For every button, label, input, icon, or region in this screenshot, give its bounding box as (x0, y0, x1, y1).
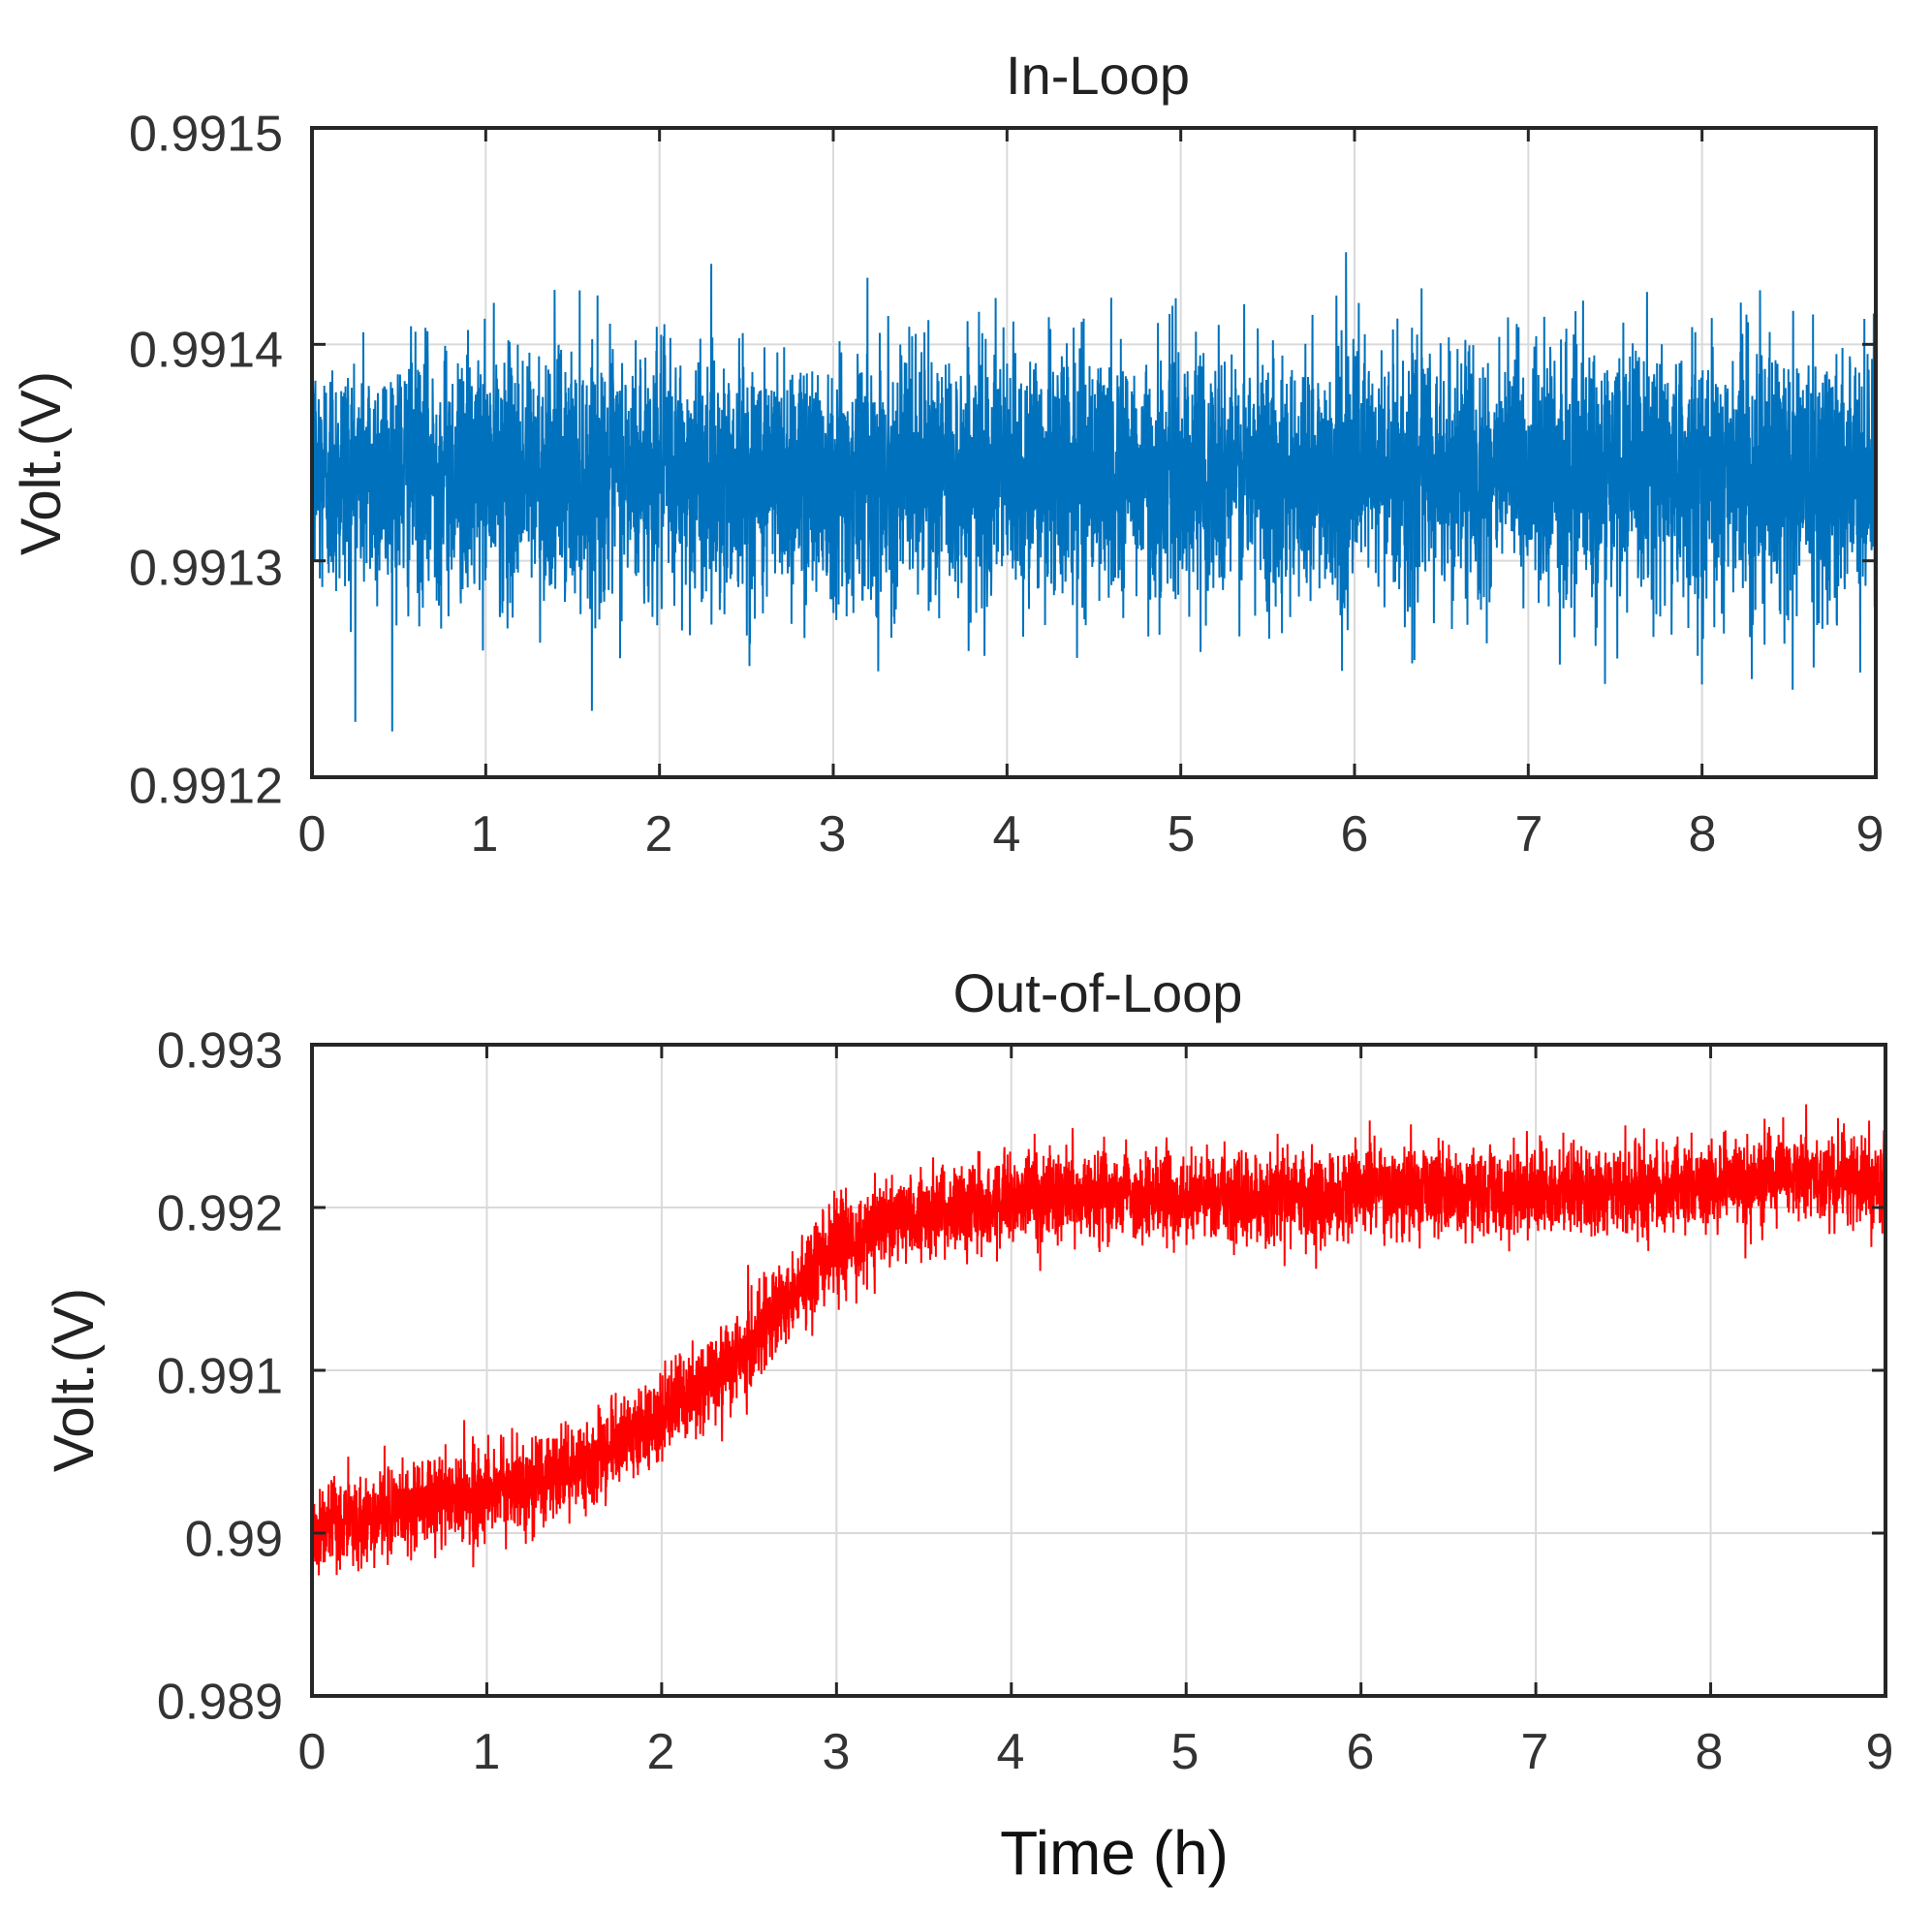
y-tick-label: 0.993 (157, 1023, 283, 1080)
x-tick-label: 4 (997, 1724, 1025, 1780)
x-tick-label: 6 (1347, 1724, 1375, 1780)
plot-frame (310, 1043, 1887, 1698)
x-tick-label: 7 (1521, 1724, 1549, 1780)
x-tick-label: 0 (298, 1724, 327, 1780)
x-tick-label: 8 (1696, 1724, 1724, 1780)
y-tick-label: 0.9913 (129, 541, 283, 597)
x-tick-label: 2 (645, 806, 673, 862)
x-tick-label: 3 (819, 806, 847, 862)
chart-in-loop: In-Loop 0.9912 0.9913 0.9914 0.9915 0 1 … (10, 45, 1884, 862)
y-tick-label: 0.9914 (129, 323, 283, 379)
x-tick-label: 8 (1689, 806, 1717, 862)
x-axis-label: Time (h) (1000, 1818, 1229, 1888)
x-tick-label: 5 (1171, 1724, 1200, 1780)
x-tick-label: 7 (1515, 806, 1543, 862)
x-tick-label: 9 (1856, 806, 1885, 862)
x-tick-label: 6 (1341, 806, 1369, 862)
series-in-loop (311, 252, 1877, 732)
x-tick-label: 3 (823, 1724, 851, 1780)
y-tick-label: 0.989 (157, 1675, 283, 1731)
x-tick-label: 1 (473, 1724, 501, 1780)
x-tick-label: 0 (298, 806, 327, 862)
x-tick-labels: 0 1 2 3 4 5 6 7 8 9 (298, 806, 1885, 862)
plot-frame (310, 126, 1878, 779)
chart-title: Out-of-Loop (953, 962, 1243, 1023)
chart-title: In-Loop (1006, 45, 1190, 106)
x-tick-labels: 0 1 2 3 4 5 6 7 8 9 (298, 1724, 1894, 1780)
y-axis-label: Volt.(V) (10, 371, 73, 555)
chart-out-of-loop: Out-of-Loop 0.989 0.99 0.991 0.992 0.993… (43, 962, 1893, 1888)
y-tick-label: 0.992 (157, 1186, 283, 1242)
x-tick-label: 2 (647, 1724, 675, 1780)
x-tick-label: 1 (471, 806, 499, 862)
grid-lines (311, 1044, 1886, 1697)
x-tick-label: 4 (993, 806, 1021, 862)
y-tick-label: 0.99 (185, 1512, 283, 1568)
y-tick-label: 0.991 (157, 1349, 283, 1405)
y-tick-label: 0.9915 (129, 107, 283, 163)
y-tick-labels: 0.9912 0.9913 0.9914 0.9915 (129, 107, 283, 815)
x-tick-label: 9 (1866, 1724, 1894, 1780)
series-out-of-loop (311, 1104, 1886, 1576)
y-tick-labels: 0.989 0.99 0.991 0.992 0.993 (157, 1023, 283, 1731)
y-axis-label: Volt.(V) (43, 1288, 106, 1472)
x-tick-label: 5 (1168, 806, 1196, 862)
y-tick-label: 0.9912 (129, 759, 283, 815)
